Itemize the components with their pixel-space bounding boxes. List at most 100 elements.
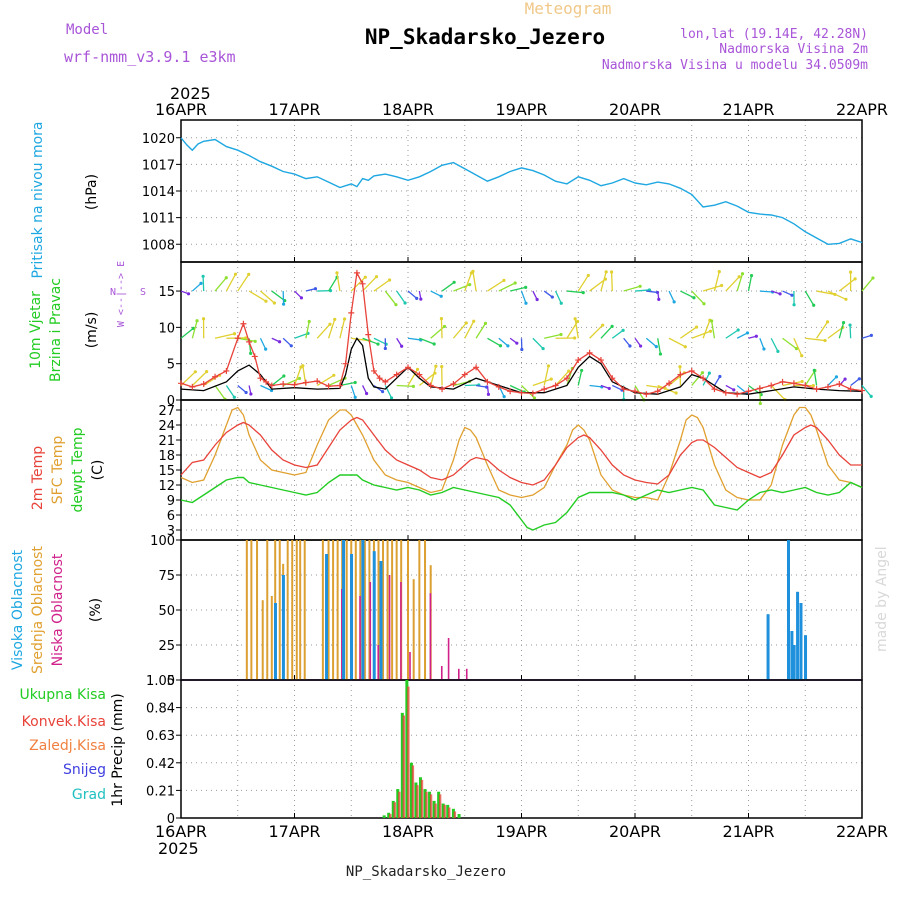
- low-cloud-bar: [465, 668, 468, 680]
- wind-arrow-head: [419, 297, 423, 301]
- wind-arrow-head: [708, 329, 713, 333]
- wind-arrow-head: [440, 365, 444, 369]
- wind-arrow: [827, 290, 847, 300]
- x-label-top: 21APR: [722, 100, 774, 119]
- wind-arrow-head: [800, 354, 804, 358]
- wind-arrow-head: [247, 272, 251, 276]
- wind-arrow-head: [718, 374, 722, 379]
- wind-arrow-head: [692, 296, 696, 300]
- model-elevation-label: Nadmorska Visina u modelu 34.0509m: [602, 58, 868, 73]
- conv-precip-bar: [402, 715, 406, 818]
- wind-arrow-head: [282, 374, 286, 378]
- wind-speed-marker: [302, 379, 309, 386]
- wind-arrow-head: [191, 326, 195, 330]
- wind-speed-marker: [529, 390, 536, 397]
- wind-speed-marker: [365, 331, 372, 338]
- mid-cloud-bar: [412, 579, 415, 680]
- wind-speed-marker: [813, 386, 820, 393]
- wind-arrow-head: [363, 275, 367, 279]
- wind-arrow: [248, 290, 267, 302]
- wind-arrow: [713, 271, 720, 292]
- wind-arrow: [498, 282, 516, 292]
- mid-cloud-bar: [354, 540, 357, 680]
- wind-arrow-head: [364, 391, 369, 396]
- pressure-ytick-label: 1011: [142, 212, 175, 227]
- wind-speed-marker: [246, 338, 253, 345]
- wind-arrow: [555, 370, 570, 386]
- low-cloud-bar: [377, 645, 380, 680]
- wind-arrow: [430, 290, 442, 297]
- wind-speed-marker: [405, 364, 411, 371]
- wind-speed-marker: [802, 382, 809, 389]
- footer-title: NP_Skadarsko_Jezero: [346, 864, 506, 880]
- wind-arrow: [838, 322, 845, 339]
- wind-arrow: [612, 384, 623, 391]
- wind-arrow-head: [823, 338, 827, 343]
- dewpoint-line: [180, 474, 863, 531]
- wind-speed-marker: [427, 382, 434, 389]
- wind-speed-marker: [575, 357, 582, 364]
- x-label-top: 19APR: [495, 100, 547, 119]
- wind-arrow-head: [857, 377, 861, 381]
- low-cloud-bar: [369, 582, 372, 680]
- model-name: wrf-nmm_v3.9.1 e3km: [64, 48, 236, 66]
- wind-arrow: [544, 333, 562, 339]
- wind-arrow-head: [778, 292, 782, 296]
- wind-arrow: [282, 337, 292, 347]
- wind-arrow: [691, 372, 703, 386]
- conv-precip-bar: [411, 765, 415, 818]
- mid-cloud-bar: [363, 540, 366, 680]
- precip-legend-hail: Grad: [72, 787, 106, 803]
- wind-arrow-head: [610, 324, 614, 328]
- wind-arrow: [384, 290, 397, 306]
- temperature-ytick-label: 21: [158, 434, 175, 449]
- wind-speed-marker: [847, 386, 854, 393]
- wind-speed-marker: [280, 381, 287, 388]
- wind-speed-marker: [586, 349, 593, 356]
- wind-arrow-head: [383, 346, 387, 351]
- wind-arrow: [271, 290, 286, 302]
- temperature-ytick-label: 12: [158, 479, 175, 494]
- wind-arrow-head: [233, 272, 238, 276]
- wind-speed-marker: [439, 386, 446, 393]
- wind-arrow: [813, 370, 818, 386]
- wind-arrow: [691, 330, 711, 339]
- wind-arrow-head: [464, 321, 468, 325]
- wind-arrow: [645, 337, 657, 348]
- wind-arrow: [305, 321, 310, 339]
- wind-arrow: [702, 320, 711, 339]
- wind-arrow-head: [520, 347, 524, 352]
- chart-title: NP_Skadarsko_Jezero: [365, 25, 605, 49]
- clouds-ytick-label: 100: [150, 534, 175, 549]
- wind-speed-marker: [251, 353, 258, 360]
- mid-cloud-bar: [270, 596, 273, 680]
- wind-arrow-head: [515, 341, 519, 345]
- wind-arrow: [336, 272, 341, 292]
- watermark: made by Angel: [874, 546, 890, 652]
- wind-speed-marker: [234, 335, 241, 342]
- high-cloud-bar: [786, 540, 790, 680]
- wind-arrow-head: [843, 377, 847, 381]
- total-precip-bar: [428, 791, 432, 818]
- wind-speed-marker: [563, 375, 570, 382]
- pressure-unit: (hPa): [84, 174, 100, 210]
- temp-ylabel-1: 2m Temp: [30, 446, 46, 510]
- wind-arrow-head: [253, 339, 257, 343]
- precip-ytick-label: 0.21: [146, 784, 175, 799]
- wind-arrow-head: [249, 392, 253, 396]
- wind-arrow-head: [524, 285, 528, 290]
- wind-arrow: [260, 384, 272, 392]
- total-precip-bar: [391, 800, 395, 818]
- wind-arrow: [680, 326, 697, 339]
- wind-arrow-head: [717, 270, 721, 274]
- wind-arrow: [475, 323, 487, 339]
- wind-speed-marker: [597, 357, 604, 364]
- wind-speed-marker: [291, 381, 298, 388]
- wind-arrow: [180, 327, 194, 339]
- mid-cloud-bar: [261, 600, 264, 680]
- high-cloud-bar: [372, 551, 376, 680]
- wind-speed-marker: [382, 378, 389, 385]
- wind-arrow-head: [800, 379, 804, 384]
- wind-arrow-head: [224, 276, 228, 280]
